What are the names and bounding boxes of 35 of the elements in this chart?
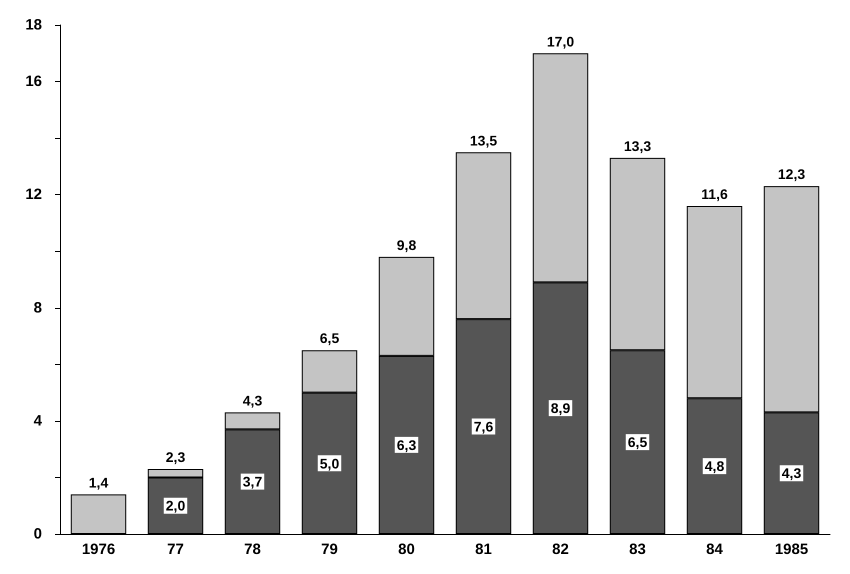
total-label: 12,3: [778, 166, 806, 182]
total-label: 11,6: [701, 186, 728, 202]
y-tick-label: 8: [34, 299, 42, 316]
data-label: 3,7: [242, 474, 262, 490]
total-label: 13,5: [470, 132, 498, 148]
total-label: 2,3: [166, 448, 186, 465]
x-tick-label: 81: [475, 541, 492, 558]
x-tick-label: 1976: [82, 541, 116, 558]
data-label: 6,5: [628, 434, 648, 450]
x-tick-label: 1985: [774, 541, 808, 558]
data-label: 8,9: [550, 400, 570, 416]
x-tick-label: 82: [552, 541, 569, 558]
data-label: 4,8: [704, 458, 724, 474]
data-label: 4,3: [782, 465, 802, 482]
y-tick-label: 4: [34, 412, 43, 430]
y-tick-label: 16: [25, 73, 42, 90]
total-label: 17,0: [546, 33, 574, 50]
y-tick-label: 18: [25, 16, 42, 34]
x-tick-label: 80: [398, 541, 415, 558]
x-tick-label: 84: [706, 541, 724, 558]
data-label: 6,3: [396, 436, 416, 453]
total-label: 6,5: [320, 330, 340, 346]
total-label: 1,4: [88, 474, 108, 490]
x-tick-label: 83: [629, 541, 646, 558]
data-label: 5,0: [320, 455, 340, 472]
data-label: 7,6: [474, 418, 494, 435]
y-tick-label: 12: [25, 186, 42, 204]
data-label: 2,0: [166, 498, 186, 514]
y-tick-label: 0: [34, 526, 42, 542]
x-tick-label: 77: [167, 541, 184, 558]
total-label: 4,3: [242, 392, 262, 408]
total-label: 13,3: [624, 138, 652, 154]
x-tick-label: 78: [244, 541, 261, 558]
x-tick-label: 79: [321, 541, 338, 558]
total-label: 9,8: [396, 236, 416, 253]
